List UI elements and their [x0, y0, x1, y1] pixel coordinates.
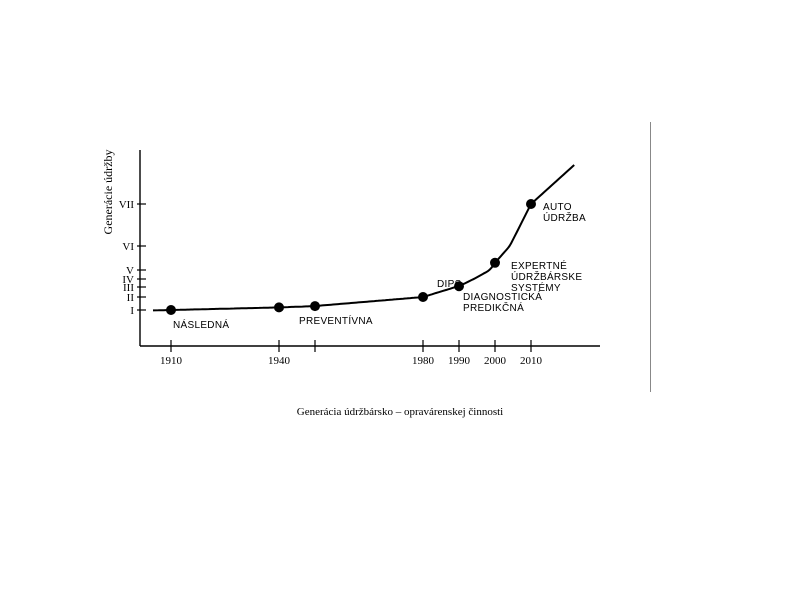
- side-divider: [650, 122, 651, 392]
- data-points: [166, 199, 536, 315]
- data-point: [490, 257, 500, 268]
- y-tick-label: VI: [122, 241, 134, 253]
- point-label: DIPS: [437, 279, 462, 290]
- point-label: PREVENTÍVNA: [299, 314, 373, 327]
- y-tick-label: I: [130, 305, 134, 317]
- x-tick-label: 2000: [484, 355, 507, 367]
- y-tick-label: II: [127, 292, 135, 304]
- y-axis-label: Generácie údržby: [101, 150, 115, 235]
- data-point: [166, 305, 176, 315]
- x-axis-ticks: 1910 1940 1980 1990 2000 2010: [160, 340, 543, 367]
- y-tick-label: VII: [119, 199, 135, 211]
- chart-axes: [139, 150, 600, 347]
- point-label: NÁSLEDNÁ: [173, 318, 229, 331]
- x-tick-label: 1990: [448, 355, 471, 367]
- data-point: [274, 302, 284, 313]
- growth-curve: [152, 164, 575, 312]
- point-label: AUTO ÚDRŽBA: [543, 202, 586, 224]
- y-tick-label: V: [126, 265, 134, 277]
- x-tick-label: 2010: [520, 355, 543, 367]
- x-tick-label: 1940: [268, 355, 291, 367]
- y-tick-label: IV: [122, 274, 134, 286]
- data-point: [418, 292, 428, 302]
- figure-caption: Generácia údržbársko – opravárenskej čin…: [296, 406, 504, 418]
- data-point: [454, 281, 464, 292]
- x-tick-label: 1910: [160, 355, 183, 367]
- x-tick-label: 1980: [412, 355, 435, 367]
- data-point: [526, 199, 536, 209]
- curve-line: [152, 164, 575, 312]
- point-label: EXPERTNÉ ÚDRŽBÁRSKE SYSTÉMY: [511, 259, 582, 294]
- data-point: [310, 301, 320, 312]
- y-tick-label: III: [123, 282, 134, 294]
- point-label: DIAGNOSTICKÁ PREDIKČNÁ: [463, 290, 542, 314]
